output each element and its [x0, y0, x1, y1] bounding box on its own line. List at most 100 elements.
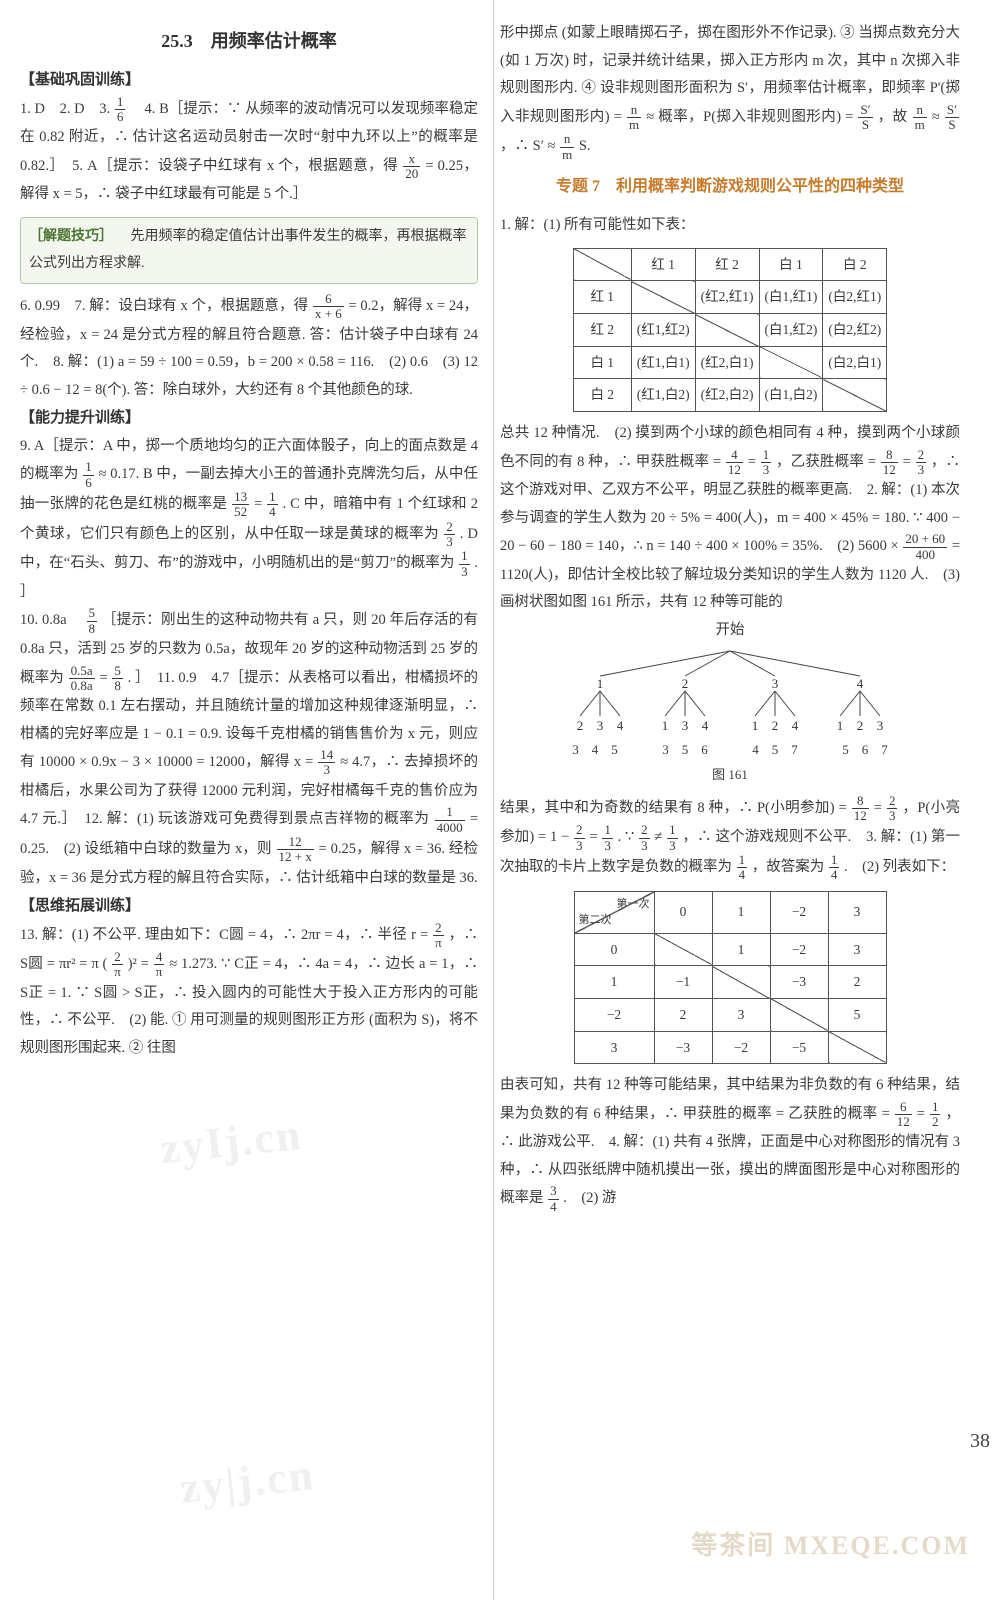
t: . ∵ — [618, 830, 638, 846]
l-p4: 10. 0.8a 58 ［提示：刚出生的这种动物共有 a 只，则 20 年后存活… — [20, 606, 478, 892]
subhead-thinking: 【思维拓展训练】 — [20, 892, 478, 921]
r-p3: 结果，其中和为奇数的结果有 8 种，∴ P(小明参加) = 812 = 23 ，… — [500, 794, 960, 883]
r-p2: 总共 12 种情况. (2) 摸到两个小球的颜色相同有 4 种，摸到两个小球颜色… — [500, 420, 960, 617]
tree-caption: 图 161 — [500, 763, 960, 788]
t: . (2) 列表如下： — [844, 859, 955, 875]
frac: 812 — [881, 448, 898, 478]
svg-text:2: 2 — [772, 718, 779, 733]
page-number: 38 — [970, 1422, 990, 1460]
r-p1: 1. 解：(1) 所有可能性如下表： — [500, 212, 960, 240]
svg-text:2: 2 — [577, 718, 584, 733]
frac: nm — [627, 103, 641, 133]
t: = — [748, 454, 760, 470]
section-title: 25.3 用频率估计概率 — [20, 24, 478, 58]
tree-root: 开始 — [500, 617, 960, 645]
l-p1: 1. D 2. D 3. 16 4. B［提示：∵ 从频率的波动情况可以发现频率… — [20, 95, 478, 209]
frac: 23 — [639, 823, 650, 853]
page: 25.3 用频率估计概率 【基础巩固训练】 1. D 2. D 3. 16 4.… — [0, 0, 1000, 1600]
svg-text:3: 3 — [772, 676, 779, 691]
frac: 4π — [154, 950, 165, 980]
svg-text:3: 3 — [682, 718, 689, 733]
t: = — [99, 670, 111, 686]
frac: nm — [913, 103, 927, 133]
svg-text:4: 4 — [857, 676, 864, 691]
frac: x20 — [403, 152, 420, 182]
frac: 16 — [115, 95, 126, 125]
t: . (2) 游 — [563, 1191, 616, 1207]
tree-svg: 1234234134124123 — [550, 646, 910, 736]
svg-text:4: 4 — [702, 718, 709, 733]
subhead-ability: 【能力提升训练】 — [20, 404, 478, 433]
watermark-2: zy|j.cn — [176, 1433, 319, 1530]
t: ，故答案为 — [752, 859, 828, 875]
topic-title: 专题 7 利用概率判断游戏规则公平性的四种类型 — [500, 172, 960, 202]
frac: 6x + 6 — [313, 292, 344, 322]
t: ，乙获胜概率 = — [776, 454, 880, 470]
t: 10. 0.8a — [20, 612, 82, 628]
t: = — [254, 496, 266, 512]
frac: 23 — [916, 448, 927, 478]
frac: 34 — [548, 1184, 559, 1214]
frac: 23 — [887, 794, 898, 824]
frac: 20 + 60400 — [903, 532, 947, 562]
l-p5: 13. 解：(1) 不公平. 理由如下：C圆 = 4，∴ 2πr = 4，∴ 半… — [20, 921, 478, 1063]
t: )² = — [128, 956, 153, 972]
t: ≈ — [932, 109, 944, 125]
svg-text:2: 2 — [682, 676, 689, 691]
frac: 12 — [930, 1100, 941, 1130]
l-p2: 6. 0.99 7. 解：设白球有 x 个，根据题意，得 6x + 6 = 0.… — [20, 292, 478, 404]
column-divider — [493, 0, 494, 1600]
r-p4: 由表可知，共有 12 种等可能结果，其中结果为非负数的有 6 种结果，结果为负数… — [500, 1072, 960, 1214]
frac: 14 — [737, 853, 748, 883]
t: = — [903, 454, 915, 470]
frac: 13 — [602, 823, 613, 853]
t: 结果，其中和为奇数的结果有 8 种，∴ P(小明参加) = — [500, 800, 851, 816]
frac: S′S — [858, 103, 872, 133]
t: ≠ — [654, 830, 666, 846]
frac: 13 — [667, 823, 678, 853]
watermark-1: zyIj.cn — [156, 1093, 306, 1191]
svg-text:4: 4 — [792, 718, 799, 733]
watermark-3: 等茶间 MXEQE.COM — [691, 1521, 970, 1570]
right-column: 形中掷点 (如蒙上眼睛掷石子，掷在图形外不作记录). ③ 当掷点数充分大 (如 … — [500, 20, 960, 1580]
t: = — [917, 1106, 929, 1122]
frac: 13 — [459, 549, 470, 579]
frac: S′S — [945, 103, 959, 133]
frac: 14 — [267, 490, 278, 520]
frac: 0.5a0.8a — [69, 664, 95, 694]
svg-text:1: 1 — [662, 718, 669, 733]
frac: 23 — [574, 823, 585, 853]
l-p3: 9. A［提示：A 中，掷一个质地均匀的正六面体骰子，向上的面点数是 4 的概率… — [20, 433, 478, 606]
frac: 812 — [852, 794, 869, 824]
t: 6. 0.99 7. 解：设白球有 x 个，根据题意，得 — [20, 298, 312, 314]
frac: nm — [560, 132, 574, 162]
svg-text:2: 2 — [857, 718, 864, 733]
tree-sums: 3 4 53 5 64 5 75 6 7 — [550, 738, 910, 763]
t: ，∴ S′ ≈ — [500, 138, 559, 154]
t: 1. D 2. D 3. — [20, 101, 114, 117]
svg-text:3: 3 — [877, 718, 884, 733]
t: 13. 解：(1) 不公平. 理由如下：C圆 = 4，∴ 2πr = 4，∴ 半… — [20, 927, 432, 943]
table-2: 第一次第二次01−2301−231−1−32−22353−3−2−5 — [574, 891, 887, 1065]
svg-text:1: 1 — [837, 718, 844, 733]
frac: 143 — [318, 748, 335, 778]
subhead-basic: 【基础巩固训练】 — [20, 66, 478, 95]
svg-text:3: 3 — [597, 718, 604, 733]
frac: 2π — [112, 950, 123, 980]
t: = — [589, 830, 601, 846]
frac: 14 — [829, 853, 840, 883]
frac: 58 — [87, 606, 98, 636]
t: ≈ 概率，P(掷入非规则图形内) = — [646, 109, 857, 125]
frac: 23 — [444, 520, 455, 550]
frac: 2π — [433, 921, 444, 951]
svg-text:1: 1 — [597, 676, 604, 691]
frac: 13 — [761, 448, 772, 478]
tip-box: ［解题技巧］ 先用频率的稳定值估计出事件发生的概率，再根据概率公式列出方程求解. — [20, 217, 478, 284]
t: ，故 — [878, 109, 912, 125]
left-column: 25.3 用频率估计概率 【基础巩固训练】 1. D 2. D 3. 16 4.… — [20, 20, 478, 1580]
frac: 612 — [895, 1100, 912, 1130]
frac: 14000 — [435, 805, 465, 835]
svg-text:4: 4 — [617, 718, 624, 733]
frac: 412 — [726, 448, 743, 478]
frac: 1212 + x — [277, 835, 314, 865]
